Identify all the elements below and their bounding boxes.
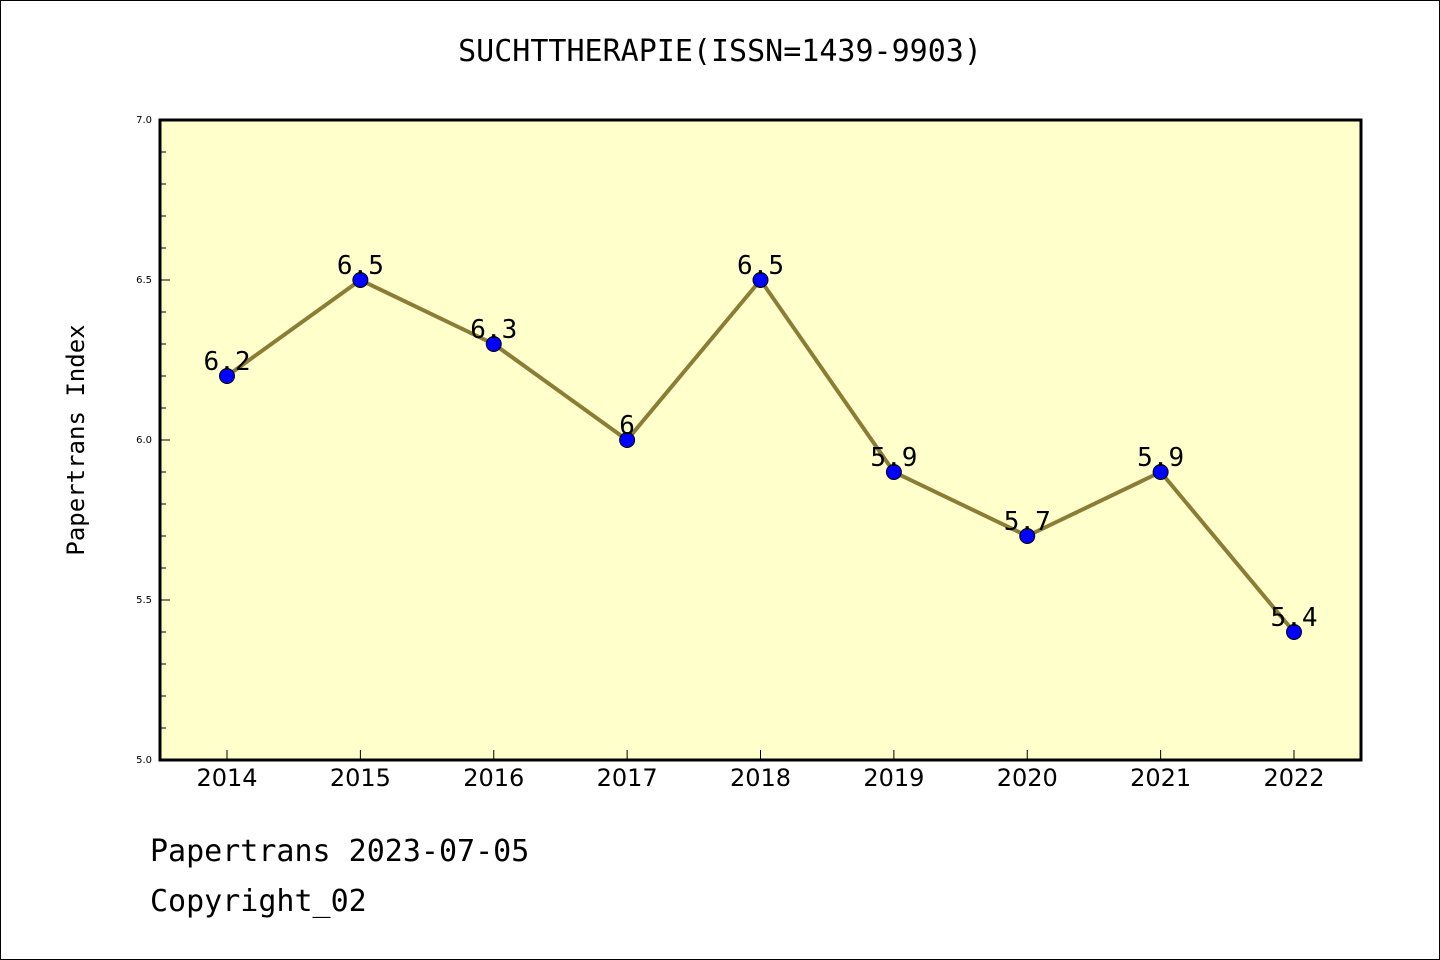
data-point [1286, 624, 1302, 640]
data-label: 6.2 [204, 347, 251, 377]
data-label: 5.9 [1137, 443, 1184, 473]
data-point [485, 336, 502, 352]
data-label: 6 [619, 411, 635, 441]
plot-area [160, 120, 1361, 760]
x-tick-label: 2017 [597, 764, 658, 792]
x-tick-label: 2015 [330, 764, 391, 792]
footer-copyright: Copyright_02 [150, 884, 367, 919]
x-tick-label: 2019 [863, 764, 924, 792]
data-point [1019, 528, 1036, 544]
data-label: 5.7 [1004, 507, 1051, 537]
data-point [1152, 464, 1169, 480]
x-ticks: 2014 2015 2016 2017 2018 2019 2020 2021 2022 [196, 750, 1325, 792]
data-label: 5.9 [870, 443, 917, 473]
plot-border [158, 118, 1363, 762]
data-point [885, 464, 902, 480]
y-tick-label: 5.0 [136, 755, 152, 766]
footer-date: Papertrans 2023-07-05 [150, 834, 530, 869]
data-point [619, 432, 636, 448]
data-label: 6.5 [737, 251, 784, 281]
x-tick-label: 2016 [463, 764, 524, 792]
data-point [219, 368, 235, 384]
data-point [352, 272, 369, 288]
y-tick-label: 5.5 [136, 595, 152, 606]
y-tick-label: 6.5 [136, 275, 152, 286]
y-tick-label: 6.0 [136, 435, 152, 446]
data-label: 6.3 [470, 315, 517, 345]
markers [219, 272, 1302, 640]
y-tick-label: 7.0 [136, 115, 152, 126]
x-tick-label: 2020 [997, 764, 1058, 792]
data-label: 5.4 [1271, 603, 1318, 633]
x-tick-label: 2022 [1263, 764, 1324, 792]
data-labels: 6.2 6.5 6.3 6 6.5 5.9 5.7 5.9 5.4 [204, 251, 1318, 633]
x-tick-label: 2014 [196, 764, 257, 792]
x-tick-label: 2018 [730, 764, 791, 792]
chart-title: SUCHTTHERAPIE(ISSN=1439-9903) [458, 34, 982, 69]
data-point [752, 272, 769, 288]
x-tick-label: 2021 [1130, 764, 1191, 792]
data-label: 6.5 [337, 251, 384, 281]
